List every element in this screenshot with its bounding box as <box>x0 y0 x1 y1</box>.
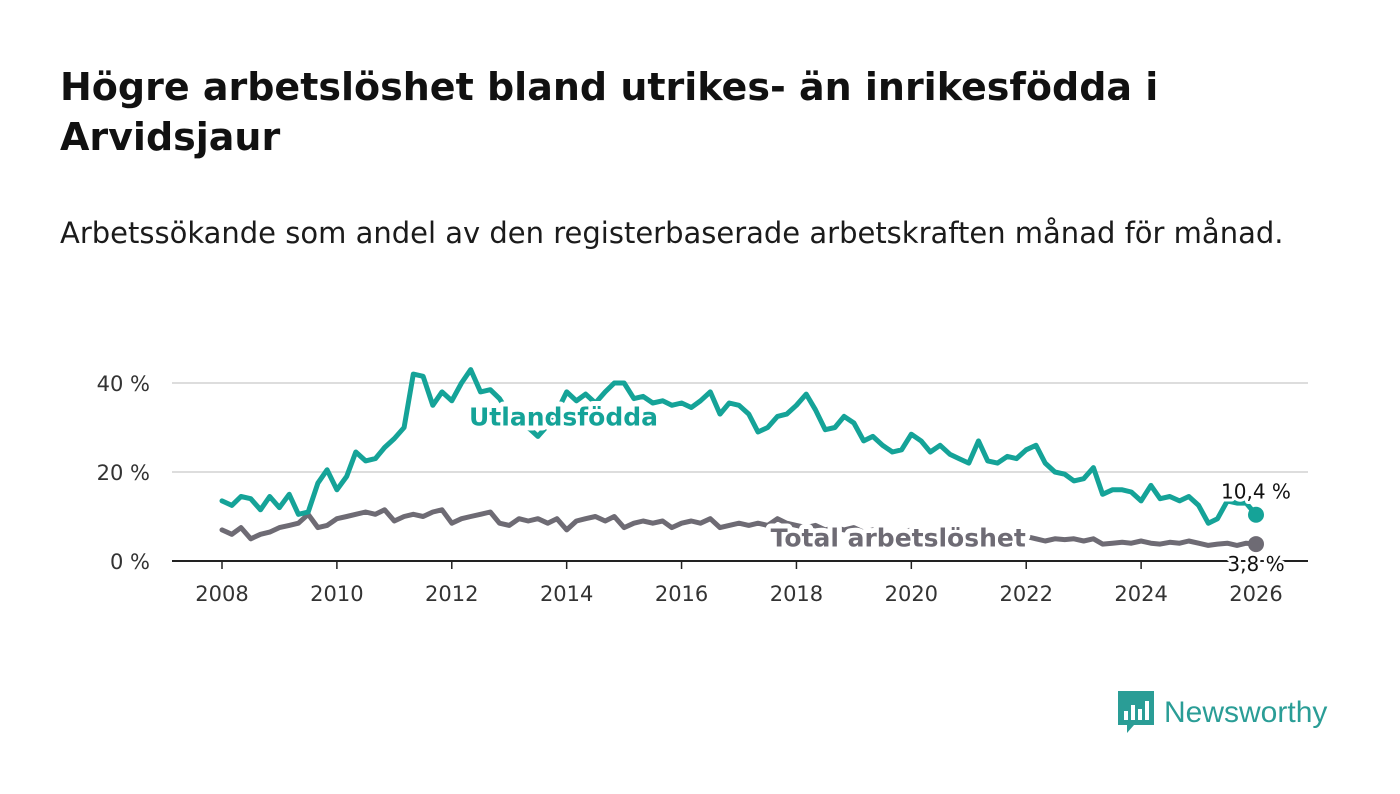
series-label-utlandsfodda: Utlandsfödda <box>469 402 658 431</box>
series-label-total: Total arbetslöshet <box>771 523 1026 552</box>
x-tick-label: 2008 <box>195 582 248 606</box>
x-axis-ticks: 2008 2010 2012 2014 2016 2018 2020 2022 2024 2026 <box>195 561 1283 606</box>
newsworthy-logo: Newsworthy <box>1118 690 1327 736</box>
end-label-total: 3,8 % <box>1227 552 1284 576</box>
x-tick-label: 2022 <box>999 582 1052 606</box>
x-tick-label: 2018 <box>770 582 823 606</box>
y-tick-label: 40 % <box>97 372 150 396</box>
x-tick-label: 2016 <box>655 582 708 606</box>
y-tick-label: 20 % <box>97 461 150 485</box>
end-marker-utlandsfodda <box>1248 506 1264 523</box>
grid-layer <box>172 382 1308 562</box>
chart-subtitle: Arbetssökande som andel av den registerb… <box>60 216 1284 250</box>
end-label-utlandsfodda: 10,4 % <box>1221 480 1291 504</box>
series-line-total <box>219 507 1259 548</box>
x-tick-label: 2012 <box>425 582 478 606</box>
chart-title: Högre arbetslöshet bland utrikes- än inr… <box>60 65 1159 159</box>
series-line-utlandsfodda <box>219 367 1259 526</box>
series-lines <box>219 367 1259 548</box>
end-label-halo: 10,4 % <box>1221 480 1291 504</box>
x-tick-label: 2026 <box>1229 582 1282 606</box>
series-label-total-halo: Total arbetslöshet <box>771 523 1026 552</box>
logo-text: Newsworthy <box>1164 696 1328 729</box>
x-tick-label: 2020 <box>885 582 938 606</box>
series-label-utlandsfodda-halo: Utlandsfödda <box>469 402 658 431</box>
end-marker-total <box>1248 536 1264 553</box>
x-tick-label: 2014 <box>540 582 593 606</box>
x-tick-label: 2024 <box>1114 582 1167 606</box>
bar-chart-speech-icon <box>1118 691 1154 733</box>
end-label-halo: 3,8 % <box>1227 552 1284 576</box>
x-tick-label: 2010 <box>310 582 363 606</box>
y-tick-label: 0 % <box>110 550 150 574</box>
y-axis-ticks: 0 % 20 % 40 % <box>97 372 150 574</box>
